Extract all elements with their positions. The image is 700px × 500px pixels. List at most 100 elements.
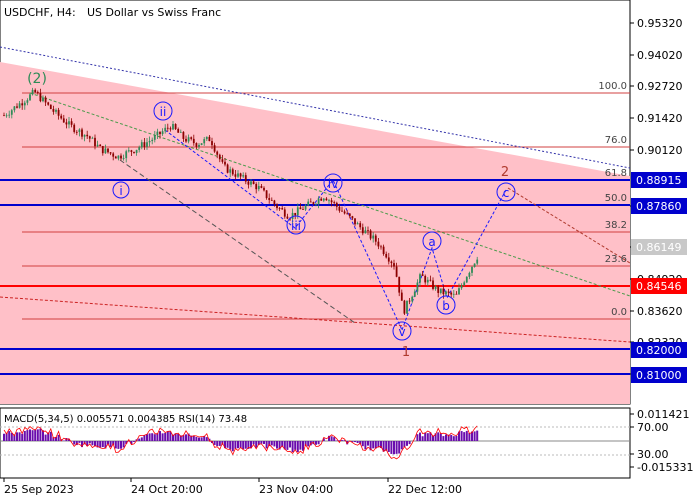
candle: [367, 226, 369, 235]
macd-bar: [406, 441, 408, 446]
candle: [460, 283, 463, 290]
candle: [239, 172, 242, 180]
macd-bar: [104, 441, 107, 449]
macd-bar: [434, 433, 437, 441]
candle: [348, 213, 351, 219]
macd-bar: [101, 441, 104, 448]
candle: [273, 199, 276, 207]
macd-bar: [52, 437, 55, 441]
candle: [138, 145, 141, 153]
candle: [172, 120, 174, 131]
candle: [107, 148, 109, 154]
candle: [185, 135, 187, 143]
candle: [36, 90, 39, 95]
time-tick-label: 24 Oct 20:00: [131, 483, 203, 496]
candle: [211, 137, 213, 150]
macd-bar: [10, 433, 13, 441]
candle: [169, 126, 172, 132]
macd-bar: [153, 434, 156, 441]
macd-bar: [208, 438, 211, 441]
candle: [190, 136, 193, 141]
candle: [268, 193, 271, 204]
candle: [445, 290, 447, 296]
candle: [387, 252, 390, 265]
candle: [101, 145, 104, 156]
macd-bar: [120, 441, 122, 449]
macd-bar: [57, 434, 60, 441]
macd-bar: [439, 433, 442, 441]
candle: [465, 276, 468, 284]
candle: [242, 172, 245, 179]
candle: [437, 284, 440, 298]
macd-bar: [88, 441, 91, 444]
macd-bar: [73, 441, 76, 445]
candle: [452, 289, 455, 299]
macd-bar: [192, 435, 195, 441]
wave-label-c: c: [496, 182, 516, 202]
wave-label-2: 2: [501, 165, 509, 180]
macd-bar: [445, 434, 447, 441]
candle: [221, 154, 224, 164]
macd-bar: [195, 436, 198, 441]
macd-bar: [299, 441, 302, 450]
candle: [244, 172, 247, 185]
macd-bar: [140, 437, 143, 441]
candle: [187, 134, 190, 144]
candle: [346, 210, 349, 215]
macd-bar: [403, 441, 406, 448]
candle: [127, 147, 130, 153]
wave-label-c-text: c: [503, 186, 510, 200]
candle: [8, 110, 11, 119]
candle: [263, 186, 265, 192]
price-marker: 0.82000: [631, 342, 687, 358]
candle: [117, 155, 120, 161]
time-tick-label: 23 Nov 04:00: [259, 483, 333, 496]
lower-red-trendline: [0, 296, 631, 343]
candle: [330, 197, 333, 207]
candle: [408, 298, 411, 305]
candle: [322, 197, 325, 203]
price-tick-label: 0.91420: [637, 112, 683, 125]
candle: [94, 134, 96, 150]
macd-bar: [117, 441, 120, 449]
fib-label: 38.2: [605, 220, 627, 231]
chart-description: US Dollar vs Swiss Franc: [87, 6, 221, 19]
macd-bar: [44, 434, 47, 441]
macd-bar: [94, 441, 96, 447]
time-tick-label: 25 Sep 2023: [4, 483, 74, 496]
macd-bar: [268, 441, 271, 447]
price-marker-label: 0.88915: [636, 174, 682, 187]
candle: [47, 101, 50, 106]
macd-bar: [408, 441, 411, 445]
macd-bar: [78, 441, 81, 443]
macd-bar: [239, 441, 242, 448]
macd-bar: [122, 441, 125, 448]
macd-bar: [257, 441, 260, 445]
candle: [281, 205, 284, 210]
macd-bar: [138, 438, 141, 441]
candle: [52, 105, 55, 115]
candle: [473, 263, 476, 268]
candle: [78, 128, 81, 137]
macd-bar: [55, 437, 57, 441]
candle: [166, 123, 169, 132]
wave-label-v-text: v: [398, 325, 405, 339]
candle: [304, 203, 307, 212]
macd-bar: [29, 429, 31, 441]
candle: [369, 229, 372, 241]
price-marker: 0.87860: [631, 198, 687, 214]
wave-label-b: b: [436, 295, 456, 315]
candle: [343, 209, 346, 215]
candle: [44, 95, 47, 106]
candle: [57, 107, 60, 120]
candle: [395, 262, 398, 278]
price-marker-label: 0.84546: [636, 280, 682, 293]
candle: [413, 289, 416, 297]
candle: [75, 130, 78, 136]
candle: [250, 178, 252, 188]
macd-bar: [133, 441, 135, 442]
macd-bar: [42, 430, 44, 441]
candle: [338, 203, 341, 213]
candle: [21, 98, 24, 110]
candle: [354, 218, 356, 227]
